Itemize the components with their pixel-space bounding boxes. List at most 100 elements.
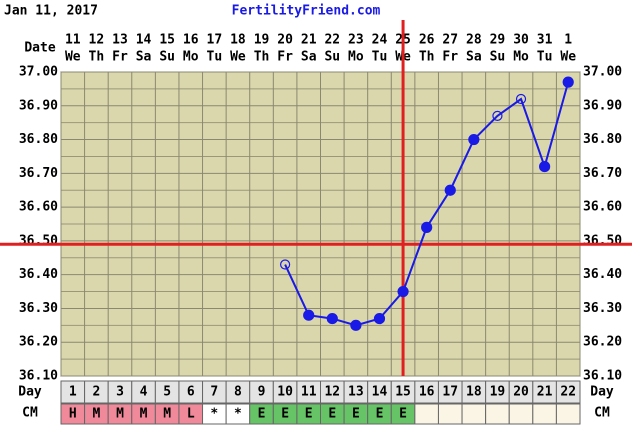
cm-label: H: [69, 407, 77, 422]
weekday-label: Mo: [513, 50, 529, 65]
day-label: 6: [187, 385, 195, 400]
cm-cell: [437, 403, 463, 425]
x-tick-label: 14: [136, 33, 152, 48]
cm-cell: [508, 403, 534, 425]
cm-label: M: [116, 407, 124, 422]
y-tick-label: 37.00: [19, 65, 58, 80]
weekday-label: Th: [419, 50, 435, 65]
weekday-label: Sa: [136, 50, 152, 65]
point: [421, 221, 433, 233]
x-tick-label: 22: [324, 33, 340, 48]
day-label: 21: [537, 385, 553, 400]
x-tick-label: 28: [466, 33, 482, 48]
y-tick-label: 36.50: [19, 233, 58, 248]
x-tick-label: 19: [254, 33, 270, 48]
weekday-label: Su: [159, 50, 175, 65]
x-tick-label: 17: [207, 33, 223, 48]
weekday-label: We: [560, 50, 576, 65]
y-tick-label: 36.90: [19, 98, 58, 113]
cm-label: *: [210, 407, 218, 422]
weekday-label: Su: [490, 50, 506, 65]
cm-label: E: [281, 407, 289, 422]
y-tick-label: 36.10: [19, 369, 58, 384]
weekday-label: Fr: [277, 50, 293, 65]
weekday-label: Fr: [442, 50, 458, 65]
day-label: 9: [258, 385, 266, 400]
day-label: 22: [560, 385, 576, 400]
weekday-label: Tu: [537, 50, 553, 65]
weekday-label: Fr: [112, 50, 128, 65]
y-tick-label: 36.70: [19, 166, 58, 181]
chart-title[interactable]: FertilityFriend.com: [232, 4, 381, 19]
open-point: [492, 110, 503, 122]
y-tick-label: 36.80: [583, 132, 622, 147]
weekday-label: We: [230, 50, 246, 65]
y-tick-label: 36.40: [19, 267, 58, 282]
day-label: 1: [69, 385, 77, 400]
chart-date: Jan 11, 2017: [4, 4, 98, 19]
weekday-label: Su: [324, 50, 340, 65]
weekday-label: Mo: [183, 50, 199, 65]
y-tick-label: 36.50: [583, 233, 622, 248]
x-tick-label: 20: [277, 33, 293, 48]
cm-cell: [555, 403, 581, 425]
cm-label: *: [234, 407, 242, 422]
x-tick-label: 30: [513, 33, 529, 48]
x-tick-label: 26: [419, 33, 435, 48]
weekday-label: Mo: [348, 50, 364, 65]
y-tick-label: 36.40: [583, 267, 622, 282]
cm-cell: [532, 403, 557, 425]
weekday-label: Th: [254, 50, 270, 65]
cm-label: E: [328, 407, 336, 422]
cm-label: E: [305, 407, 313, 422]
x-tick-label: 15: [159, 33, 175, 48]
point: [397, 285, 409, 298]
y-tick-label: 36.60: [583, 200, 622, 215]
x-tick-label: 16: [183, 33, 199, 48]
open-point: [280, 259, 291, 270]
cm-cell: [414, 403, 439, 425]
x-tick-label: 21: [301, 33, 317, 48]
day-cell: [555, 380, 581, 404]
x-tick-label: 18: [230, 33, 246, 48]
y-tick-label: 36.20: [583, 335, 622, 350]
point: [539, 160, 551, 173]
point: [350, 319, 362, 331]
cm-label: M: [140, 407, 148, 422]
x-tick-label: 11: [65, 33, 81, 48]
cm-label: M: [92, 407, 100, 422]
day-label: 15: [395, 385, 411, 400]
day-label: 17: [442, 385, 458, 400]
y-tick-label: 36.30: [583, 301, 622, 316]
open-point: [515, 93, 527, 105]
cm-label: E: [399, 407, 407, 422]
point: [468, 133, 480, 146]
y-tick-label: 36.80: [19, 132, 58, 147]
x-tick-label: 29: [490, 33, 506, 48]
y-tick-label: 37.00: [583, 65, 622, 80]
day-label: 7: [210, 385, 218, 400]
x-tick-label: 13: [112, 33, 128, 48]
x-tick-label: 24: [372, 33, 388, 48]
cm-label: L: [187, 407, 195, 422]
weekday-label: Sa: [466, 50, 482, 65]
x-tick-label: 12: [89, 33, 105, 48]
y-tick-label: 36.70: [583, 166, 622, 181]
x-tick-label: 23: [348, 33, 364, 48]
point: [444, 184, 456, 196]
day-label: 19: [490, 385, 506, 400]
y-tick-label: 36.10: [583, 369, 622, 384]
day-label: 3: [116, 385, 124, 400]
cm-header: CM: [594, 406, 610, 421]
day-label: 14: [372, 385, 388, 400]
day-label: 8: [234, 385, 242, 400]
day-label: 12: [324, 385, 340, 400]
day-label: 2: [92, 385, 100, 400]
weekday-label: Tu: [207, 50, 223, 65]
day-label: 20: [513, 385, 529, 400]
weekday-label: We: [65, 50, 81, 65]
day-label: 5: [163, 385, 171, 400]
cm-header: CM: [22, 406, 38, 421]
cm-cell: [461, 403, 487, 425]
